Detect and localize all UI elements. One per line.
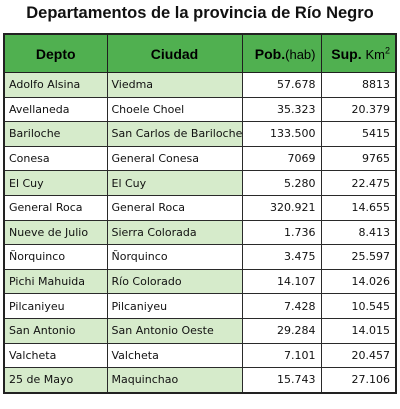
- cell-pob: 7069: [241, 145, 322, 172]
- table-row: Avellaneda Choele Choel 35.323 20.379: [3, 96, 397, 123]
- cell-depto: San Antonio: [3, 317, 108, 344]
- cell-depto: Pilcaniyeu: [3, 293, 108, 319]
- cell-depto: Pichi Mahuida: [3, 268, 108, 295]
- cell-ciudad: Viedma: [106, 72, 243, 98]
- cell-sup: 22.475: [320, 170, 397, 196]
- cell-depto: 25 de Mayo: [3, 367, 108, 394]
- table-row: Valcheta Valcheta 7.101 20.457: [3, 342, 397, 369]
- cell-ciudad: El Cuy: [106, 170, 243, 196]
- cell-ciudad: Choele Choel: [106, 96, 243, 123]
- cell-depto: Avellaneda: [3, 96, 108, 123]
- header-depto: Depto: [3, 33, 108, 73]
- cell-ciudad: San Antonio Oeste: [106, 317, 243, 344]
- cell-depto: Bariloche: [3, 121, 108, 147]
- cell-ciudad: Pilcaniyeu: [106, 293, 243, 319]
- cell-ciudad: Ñorquinco: [106, 244, 243, 270]
- cell-sup: 14.026: [320, 268, 397, 295]
- header-pob-label: Pob.: [254, 45, 286, 62]
- cell-sup: 8.413: [320, 219, 397, 246]
- header-pob-unit: (hab): [285, 46, 316, 62]
- header-sup-label: Sup.: [331, 45, 362, 62]
- header-pob: Pob.(hab): [241, 33, 322, 73]
- cell-pob: 15.743: [241, 367, 322, 394]
- cell-sup: 9765: [320, 145, 397, 172]
- cell-sup: 20.457: [320, 342, 397, 369]
- cell-pob: 320.921: [241, 194, 322, 221]
- cell-depto: El Cuy: [3, 170, 108, 196]
- cell-sup: 14.015: [320, 317, 397, 344]
- cell-pob: 29.284: [241, 317, 322, 344]
- header-sup-exponent: 2: [384, 44, 390, 55]
- table-row: General Roca General Roca 320.921 14.655: [3, 194, 397, 221]
- cell-pob: 7.101: [241, 342, 322, 369]
- table-row: Pilcaniyeu Pilcaniyeu 7.428 10.545: [3, 293, 397, 319]
- cell-ciudad: General Conesa: [106, 145, 243, 172]
- cell-sup: 8813: [320, 72, 397, 98]
- cell-sup: 10.545: [320, 293, 397, 319]
- cell-depto: Conesa: [3, 145, 108, 172]
- header-ciudad: Ciudad: [106, 33, 243, 73]
- table-row: El Cuy El Cuy 5.280 22.475: [3, 170, 397, 196]
- cell-ciudad: San Carlos de Bariloche: [106, 121, 243, 147]
- cell-sup: 27.106: [320, 367, 397, 394]
- cell-sup: 5415: [320, 121, 397, 147]
- cell-ciudad: Maquinchao: [106, 367, 243, 394]
- cell-sup: 25.597: [320, 244, 397, 270]
- cell-depto: Nueve de Julio: [3, 219, 108, 246]
- cell-depto: General Roca: [3, 194, 108, 221]
- cell-sup: 20.379: [320, 96, 397, 123]
- cell-pob: 14.107: [241, 268, 322, 295]
- page-title: Departamentos de la provincia de Río Neg…: [26, 4, 374, 22]
- table-row: Nueve de Julio Sierra Colorada 1.736 8.4…: [3, 219, 397, 246]
- header-sup: Sup. Km2: [320, 33, 397, 73]
- cell-ciudad: Río Colorado: [106, 268, 243, 295]
- header-sup-unit: Km: [365, 46, 385, 62]
- cell-depto: Ñorquinco: [3, 244, 108, 270]
- cell-pob: 35.323: [241, 96, 322, 123]
- table-row: Bariloche San Carlos de Bariloche 133.50…: [3, 121, 397, 147]
- cell-sup: 14.655: [320, 194, 397, 221]
- cell-pob: 57.678: [241, 72, 322, 98]
- cell-pob: 3.475: [241, 244, 322, 270]
- cell-pob: 1.736: [241, 219, 322, 246]
- table-header-row: Depto Ciudad Pob.(hab) Sup. Km2: [3, 33, 397, 73]
- cell-pob: 5.280: [241, 170, 322, 196]
- cell-depto: Adolfo Alsina: [3, 72, 108, 98]
- table-row: San Antonio San Antonio Oeste 29.284 14.…: [3, 317, 397, 344]
- cell-ciudad: Valcheta: [106, 342, 243, 369]
- departments-table: Depto Ciudad Pob.(hab) Sup. Km2 Adolfo A…: [3, 33, 397, 394]
- table-row: Adolfo Alsina Viedma 57.678 8813: [3, 72, 397, 98]
- table-row: Conesa General Conesa 7069 9765: [3, 145, 397, 172]
- cell-ciudad: General Roca: [106, 194, 243, 221]
- cell-ciudad: Sierra Colorada: [106, 219, 243, 246]
- table-row: 25 de Mayo Maquinchao 15.743 27.106: [3, 367, 397, 394]
- cell-pob: 7.428: [241, 293, 322, 319]
- cell-depto: Valcheta: [3, 342, 108, 369]
- table-row: Pichi Mahuida Río Colorado 14.107 14.026: [3, 268, 397, 295]
- table-row: Ñorquinco Ñorquinco 3.475 25.597: [3, 244, 397, 270]
- cell-pob: 133.500: [241, 121, 322, 147]
